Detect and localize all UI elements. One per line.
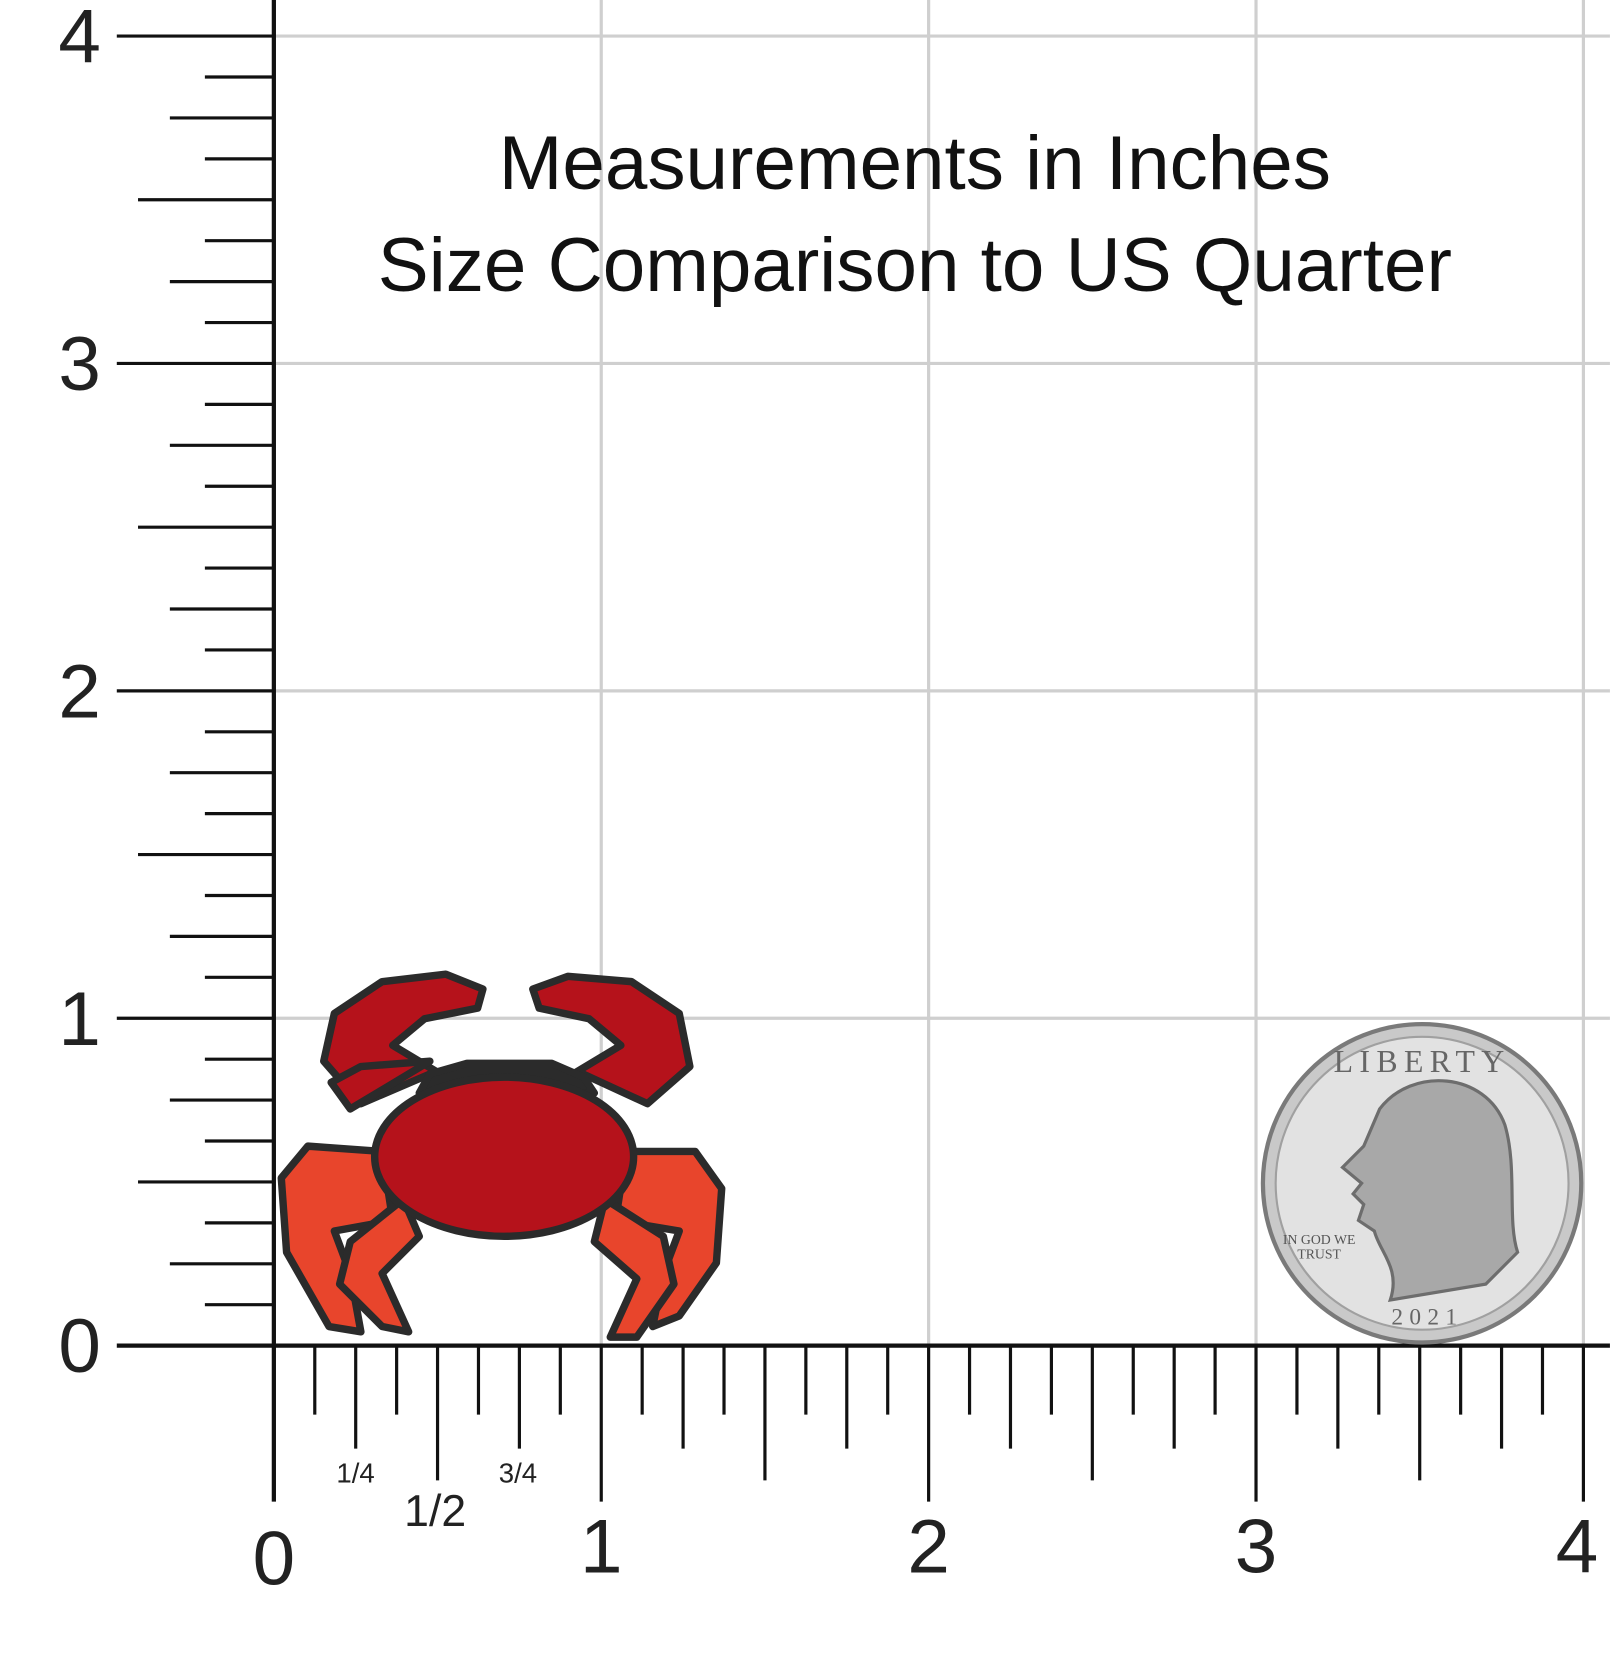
coin-text: LIBERTY [1334,1044,1511,1079]
x-label: 4 [1556,1505,1599,1590]
fraction-label: 3/4 [499,1458,537,1489]
x-label: 1 [580,1505,623,1590]
fraction-label: 1/2 [404,1487,466,1536]
y-label: 1 [58,977,100,1062]
x-label: 2 [907,1505,950,1590]
y-label: 3 [58,322,100,407]
quarter-coin: LIBERTY IN GOD WE TRUST 2021 [1260,1021,1584,1345]
crab-pin [277,970,726,1341]
y-label: 4 [58,0,100,80]
coin-text: 2021 [1391,1304,1463,1330]
grid [273,0,1610,1346]
y-label: 0 [58,1304,100,1389]
title-line: Measurements in Inches [499,121,1331,206]
y-label: 2 [58,649,100,734]
x-label: 3 [1235,1505,1278,1590]
fraction-label: 1/4 [336,1458,374,1489]
ruler-labels: 0 1 2 3 4 0 1 2 3 4 1/4 1/2 3/4 [58,0,1598,1601]
ruler-ticks [116,0,1610,1502]
coin-text: TRUST [1297,1247,1341,1262]
coin-text: IN GOD WE [1283,1232,1355,1247]
x-label: 0 [253,1516,295,1601]
title-line: Size Comparison to US Quarter [378,223,1452,308]
